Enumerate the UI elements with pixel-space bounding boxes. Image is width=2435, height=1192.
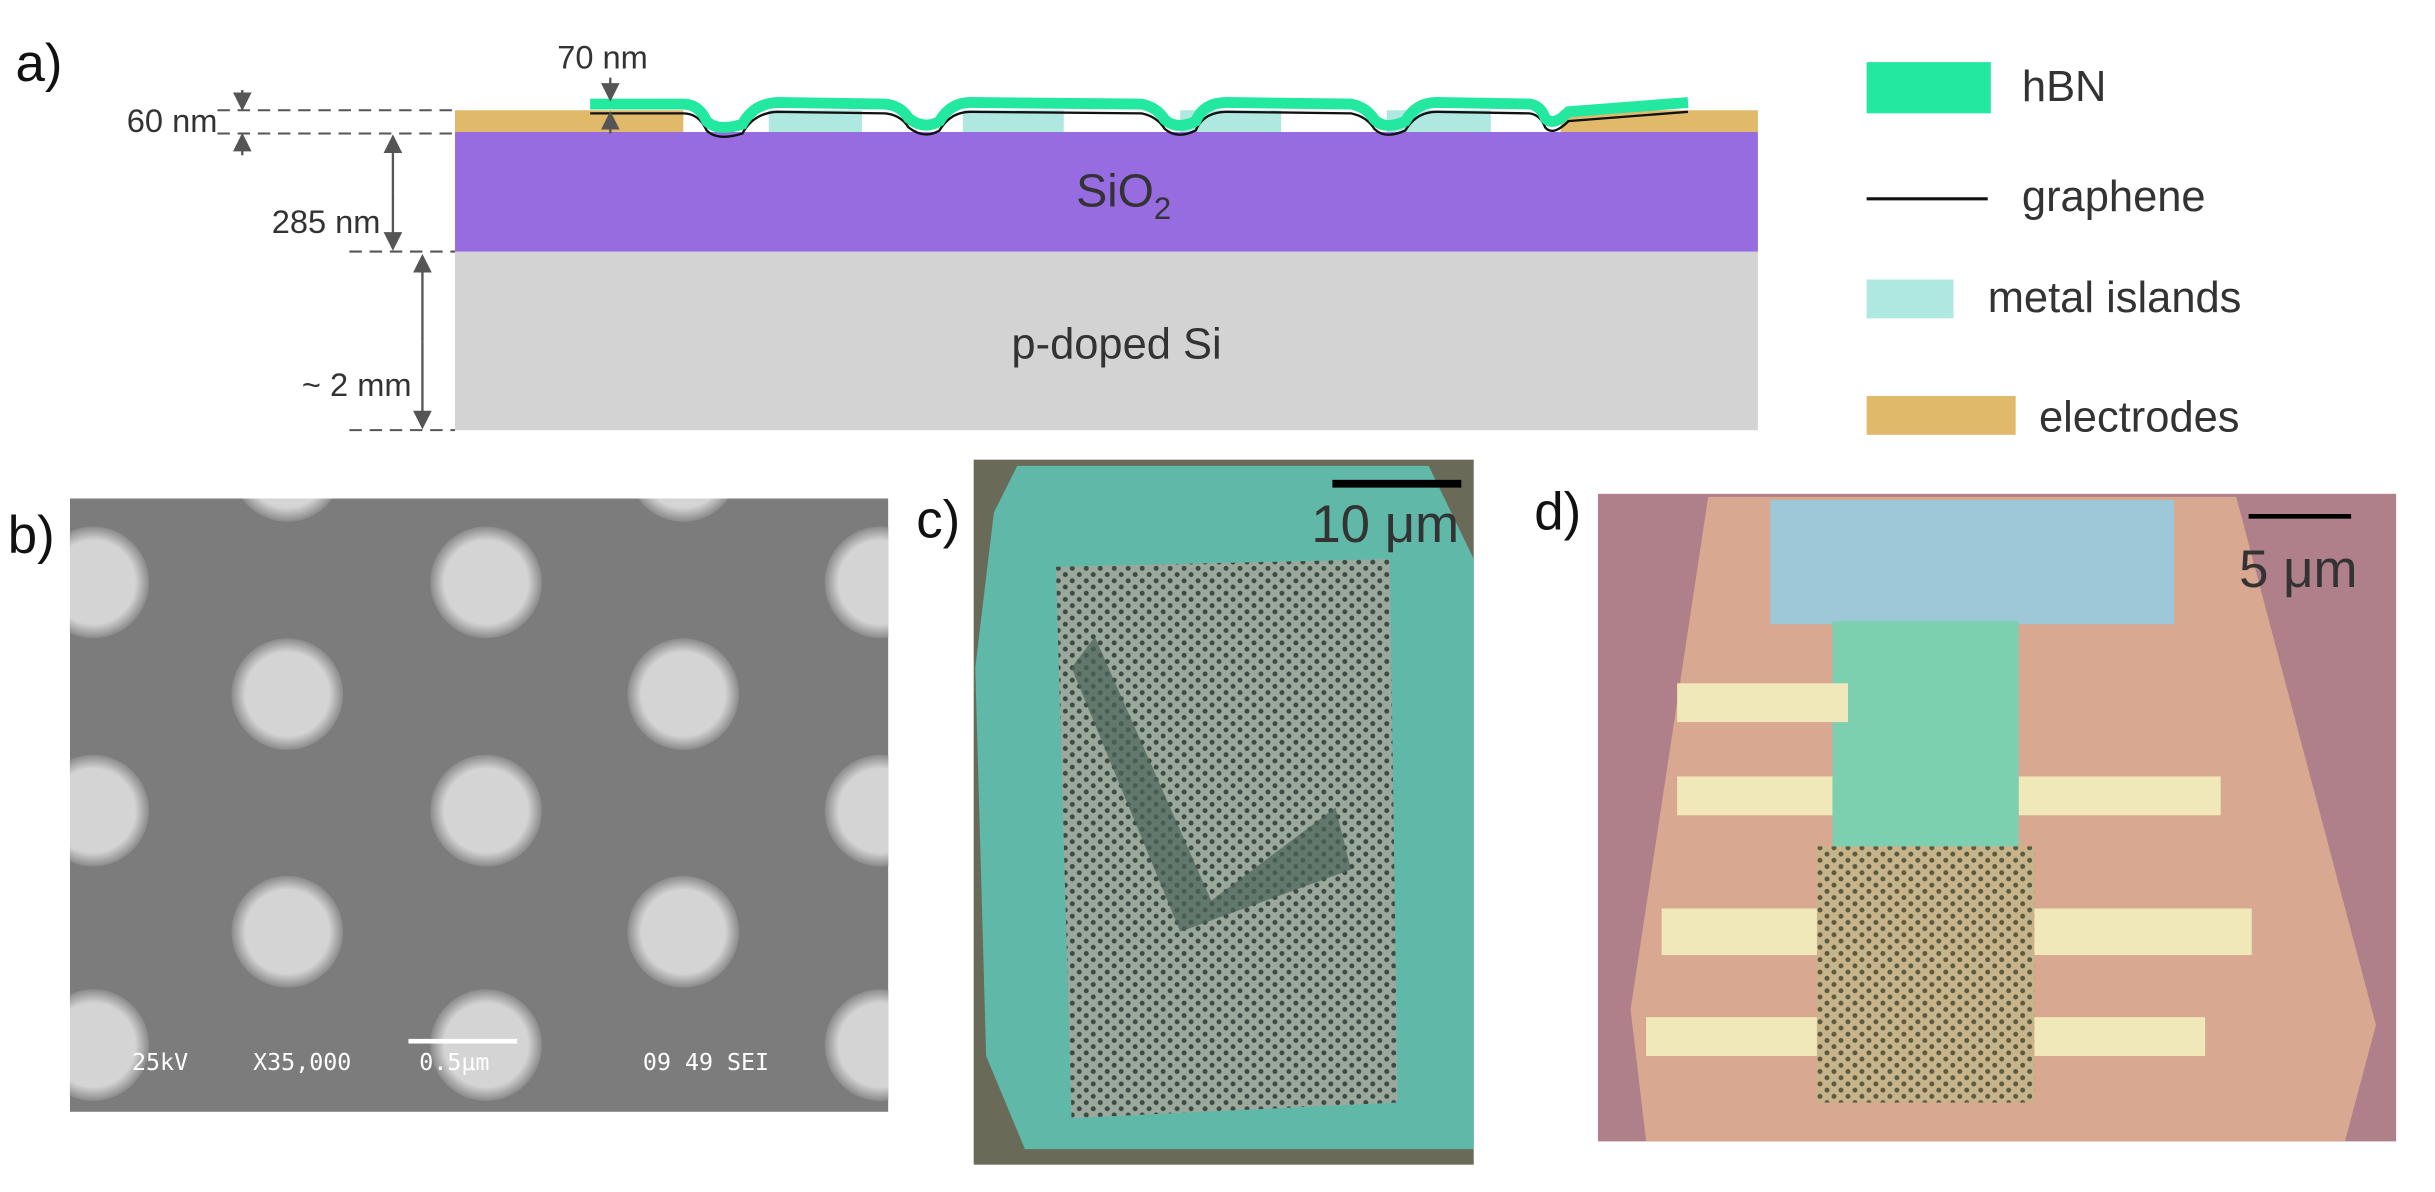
- legend-label: graphene: [2022, 173, 2206, 221]
- panel-label: a): [16, 34, 63, 93]
- layer-label: SiO2: [1076, 165, 1171, 226]
- sem-info: 25kV: [132, 1049, 188, 1076]
- legend-swatch: [1866, 395, 2016, 435]
- legend-swatch: [1866, 62, 1991, 114]
- sio2-layer: [455, 131, 1758, 252]
- legend-swatch: [1866, 279, 1954, 319]
- dim-label: 70 nm: [557, 38, 648, 75]
- legend-label: metal islands: [1988, 274, 2242, 322]
- dim-label: ~ 2 mm: [302, 366, 412, 403]
- scale-label: 5 μm: [2239, 540, 2357, 599]
- scale-label: 10 μm: [1311, 495, 1459, 554]
- sem-info: 09 49 SEI: [643, 1049, 769, 1076]
- optical-image: [1597, 493, 2397, 1142]
- hbn: [590, 97, 1689, 133]
- dimension-lines: [217, 77, 620, 432]
- si-layer: [455, 251, 1758, 431]
- graphene: [590, 110, 1689, 138]
- sem-info: 0.5μm: [419, 1049, 489, 1076]
- sem-image: [69, 498, 889, 1112]
- sem-info: X35,000: [253, 1049, 351, 1076]
- electrode: [1560, 110, 1758, 132]
- dim-label: 60 nm: [127, 102, 218, 139]
- legend-label: electrodes: [2039, 394, 2240, 442]
- dim-label: 285 nm: [272, 203, 381, 240]
- panel-label: b): [8, 506, 55, 565]
- layer-label: p-doped Si: [1011, 321, 1221, 369]
- panel-label: d): [1534, 483, 1581, 542]
- electrode: [455, 110, 684, 132]
- panel-label: c): [916, 490, 960, 549]
- legend-label: hBN: [2022, 63, 2107, 111]
- optical-image: [973, 459, 1474, 1165]
